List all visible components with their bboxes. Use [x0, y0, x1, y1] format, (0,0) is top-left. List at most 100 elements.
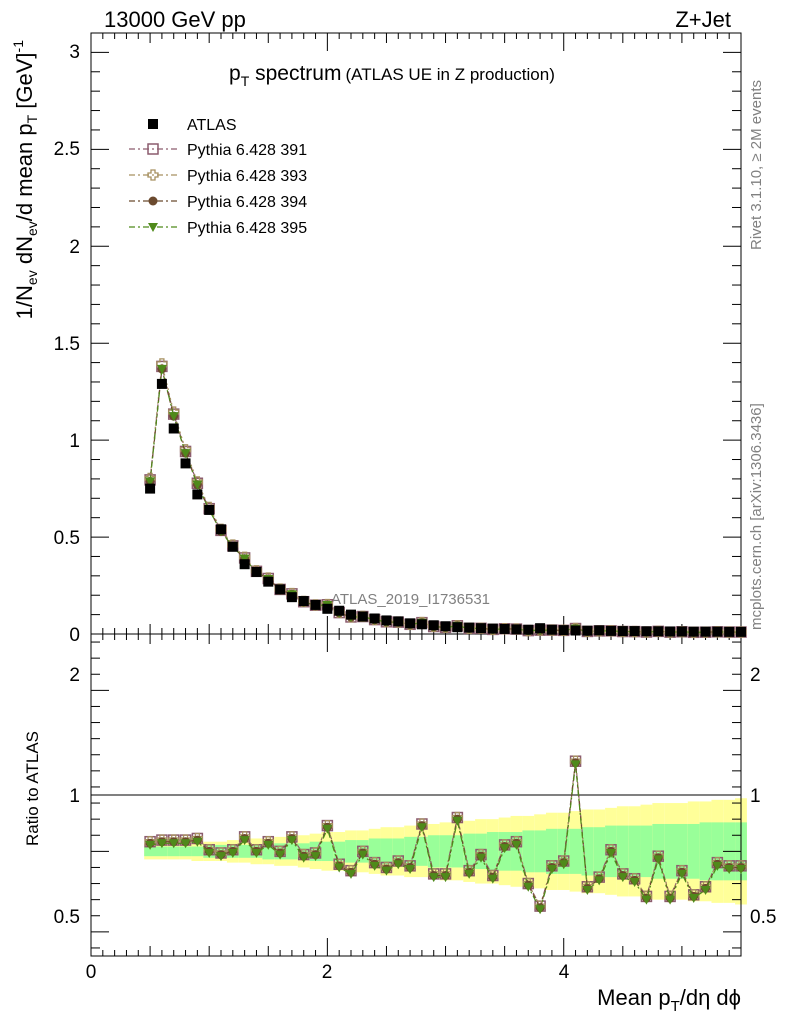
ratio-point: [736, 865, 746, 875]
data-point: [346, 609, 356, 620]
ratio-point: [369, 861, 380, 871]
ratio-band-inner: [664, 823, 676, 879]
ratio-point: [192, 837, 203, 847]
ratio-tick-label: 0.5: [54, 907, 80, 928]
ratio-band-inner: [699, 822, 712, 881]
data-point: [499, 623, 510, 634]
ratio-point: [227, 848, 238, 858]
legend-label: Pythia 6.428 394: [187, 194, 307, 211]
data-point: [476, 623, 486, 634]
data-point: [405, 618, 416, 629]
ratio-point: [440, 873, 451, 883]
ratio-point: [582, 885, 593, 895]
ratio-point: [511, 840, 522, 850]
ratio-point: [641, 895, 652, 905]
ratio-point: [712, 861, 723, 871]
x-axis-label: Mean pT/dη dϕ: [597, 985, 741, 1015]
ratio-point: [298, 853, 309, 863]
mc-point: [168, 412, 179, 422]
ratio-tick-label-right: 2: [750, 665, 761, 686]
ratio-band-inner: [534, 830, 546, 873]
ratio-band-inner: [451, 835, 464, 868]
data-point: [535, 623, 546, 634]
ratio-point: [428, 873, 439, 883]
ratio-band-inner: [321, 841, 334, 862]
ratio-band-inner: [557, 828, 570, 874]
legend: ATLAS Pythia 6.428 391 Pythia 6.428 393 …: [129, 117, 307, 237]
y-tick-label: 2.5: [54, 139, 80, 160]
data-point: [641, 626, 652, 637]
ratio-band-inner: [179, 846, 192, 857]
ratio-band-inner: [392, 838, 405, 865]
ratio-point: [570, 760, 581, 770]
data-point: [322, 603, 333, 614]
ratio-band-inner: [711, 822, 724, 881]
ratio-axis-label: Ratio to ATLAS: [23, 731, 42, 846]
ratio-point: [629, 877, 640, 887]
legend-marker: [148, 119, 158, 129]
ratio-band-inner: [345, 840, 357, 863]
data-point: [381, 615, 392, 626]
ratio-point: [145, 840, 156, 850]
ratio-point: [393, 860, 404, 870]
data-point: [594, 625, 605, 636]
ratio-point: [558, 860, 569, 870]
data-point: [440, 621, 451, 632]
data-point: [617, 626, 628, 637]
ratio-band-inner: [593, 827, 606, 876]
legend-label: ATLAS: [187, 117, 237, 134]
data-point: [145, 483, 156, 494]
legend-marker: [147, 143, 159, 155]
x-tick-label: 0: [86, 962, 97, 983]
data-point: [310, 599, 321, 610]
ratio-point: [357, 850, 368, 860]
data-point: [523, 624, 534, 635]
header-process: Z+Jet: [675, 7, 731, 32]
ratio-point: [546, 865, 557, 875]
data-point: [275, 584, 286, 595]
ratio-band-inner: [427, 835, 440, 868]
ratio-point: [263, 840, 274, 850]
ratio-point: [487, 874, 498, 884]
ratio-point: [204, 848, 215, 858]
data-point: [298, 596, 309, 607]
ratio-band-inner: [510, 832, 523, 871]
ratio-band-inner: [522, 830, 535, 873]
data-point: [239, 559, 250, 570]
ratio-band-inner: [144, 846, 156, 857]
ratio-point: [180, 839, 191, 849]
legend-label: Pythia 6.428 393: [187, 168, 307, 185]
header-energy: 13000 GeV pp: [104, 7, 246, 32]
data-point: [180, 458, 191, 469]
ratio-point: [724, 865, 735, 875]
ratio-band-inner: [297, 843, 310, 860]
ratio-band-inner: [640, 825, 653, 878]
ratio-point: [452, 816, 463, 826]
data-point: [688, 626, 699, 637]
ratio-point: [251, 848, 262, 858]
ratio-point: [665, 895, 676, 905]
ratio-line: [150, 761, 741, 908]
data-point: [227, 541, 238, 552]
y-tick-label: 1.5: [54, 334, 80, 355]
ratio-band-inner: [581, 827, 594, 876]
ratio-line: [150, 761, 741, 908]
ratio-point: [310, 852, 321, 862]
ratio-point: [676, 869, 687, 879]
ratio-series: [144, 755, 747, 915]
ratio-band-inner: [475, 833, 487, 870]
ratio-point: [476, 853, 486, 863]
data-point: [204, 504, 215, 515]
data-point: [192, 489, 203, 500]
data-point: [263, 576, 274, 587]
legend-marker: [147, 169, 159, 181]
y-tick-label: 0: [69, 625, 80, 646]
data-point: [724, 626, 735, 637]
ratio-band-inner: [439, 835, 452, 868]
mc-point: [145, 477, 156, 487]
data-point: [629, 626, 640, 637]
data-point: [216, 524, 226, 535]
ratio-tick-label-right: 1: [750, 786, 761, 807]
